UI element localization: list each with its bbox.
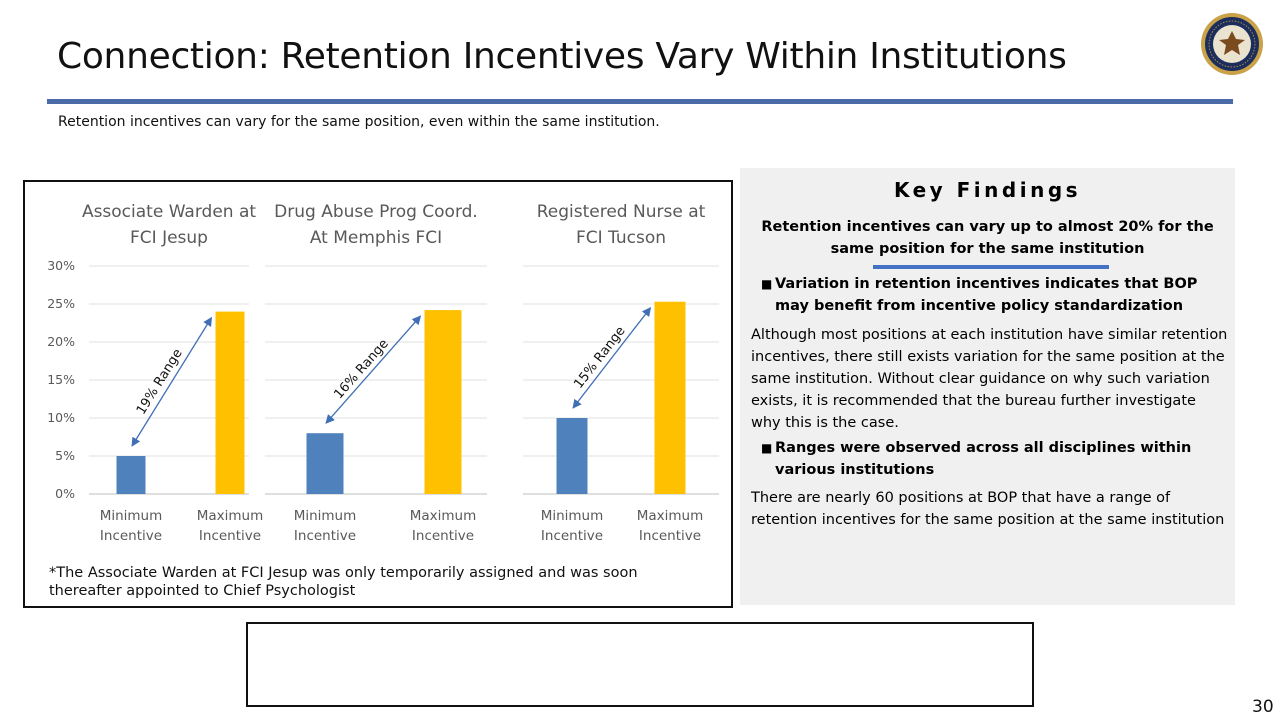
range-annotation: 16% Range bbox=[331, 337, 391, 403]
slide-title: Connection: Retention Incentives Vary Wi… bbox=[57, 36, 1067, 77]
bar-minimum bbox=[116, 456, 146, 494]
range-arrow bbox=[325, 315, 422, 424]
key-findings-lead: Retention incentives can vary up to almo… bbox=[761, 219, 1214, 257]
y-tick-label: 30% bbox=[47, 258, 75, 273]
finding-bullet-1-text: Variation in retention incentives indica… bbox=[775, 276, 1198, 314]
x-tick-label: Minimum bbox=[541, 508, 604, 524]
chart-title: FCI Jesup bbox=[130, 228, 208, 248]
range-arrow bbox=[131, 316, 213, 447]
key-findings-panel: Key Findings Retention incentives can va… bbox=[740, 168, 1235, 605]
finding-body-2: There are nearly 60 positions at BOP tha… bbox=[751, 490, 1225, 528]
x-tick-label: Incentive bbox=[639, 528, 701, 544]
empty-text-box bbox=[246, 622, 1034, 707]
bar-maximum bbox=[654, 301, 686, 494]
bar-maximum bbox=[215, 311, 245, 494]
bullet-square-icon: ■ bbox=[761, 277, 773, 291]
x-tick-label: Maximum bbox=[637, 508, 704, 524]
doj-seal-icon bbox=[1201, 13, 1263, 75]
y-tick-label: 10% bbox=[47, 410, 75, 425]
slide-subtitle: Retention incentives can vary for the sa… bbox=[58, 114, 660, 130]
charts-svg: 0% 5% 10% 15% 20% 25% 30% Associate Warden at FC… bbox=[47, 202, 719, 544]
range-annotation: 19% Range bbox=[134, 346, 186, 417]
range-annotation: 15% Range bbox=[571, 324, 628, 392]
chart-title: Associate Warden at bbox=[82, 202, 256, 222]
finding-bullet-2: ■ Ranges were observed across all discip… bbox=[761, 437, 1230, 481]
x-tick-label: Incentive bbox=[412, 528, 474, 544]
bar-minimum bbox=[306, 433, 344, 494]
key-findings-underline bbox=[873, 265, 1109, 269]
y-tick-label: 0% bbox=[55, 486, 75, 501]
x-tick-label: Incentive bbox=[100, 528, 162, 544]
bar-maximum bbox=[424, 310, 462, 494]
chart-panel: 0% 5% 10% 15% 20% 25% 30% Associate Warden at FC… bbox=[23, 180, 733, 608]
range-arrow bbox=[572, 306, 652, 409]
y-tick-label: 20% bbox=[47, 334, 75, 349]
y-tick-label: 5% bbox=[55, 448, 75, 463]
chart-title: FCI Tucson bbox=[576, 228, 666, 248]
x-tick-label: Maximum bbox=[197, 508, 264, 524]
chart-title: Drug Abuse Prog Coord. bbox=[274, 202, 478, 222]
bar-minimum bbox=[556, 418, 588, 494]
chart-footnote: *The Associate Warden at FCI Jesup was o… bbox=[49, 565, 638, 599]
page-number: 30 bbox=[1252, 697, 1274, 717]
y-tick-label: 15% bbox=[47, 372, 75, 387]
x-tick-label: Incentive bbox=[294, 528, 356, 544]
x-tick-label: Maximum bbox=[410, 508, 477, 524]
finding-bullet-2-text: Ranges were observed across all discipli… bbox=[775, 440, 1192, 478]
chart-title: At Memphis FCI bbox=[310, 228, 442, 248]
key-findings-heading: Key Findings bbox=[893, 178, 1082, 202]
title-rule bbox=[47, 99, 1233, 104]
finding-bullet-1: ■ Variation in retention incentives indi… bbox=[761, 273, 1230, 317]
y-tick-label: 25% bbox=[47, 296, 75, 311]
bullet-square-icon: ■ bbox=[761, 441, 773, 455]
x-tick-label: Incentive bbox=[199, 528, 261, 544]
x-tick-label: Minimum bbox=[100, 508, 163, 524]
x-tick-label: Minimum bbox=[294, 508, 357, 524]
x-tick-label: Incentive bbox=[541, 528, 603, 544]
finding-body-1: Although most positions at each institut… bbox=[751, 327, 1228, 431]
chart-title: Registered Nurse at bbox=[537, 202, 706, 222]
